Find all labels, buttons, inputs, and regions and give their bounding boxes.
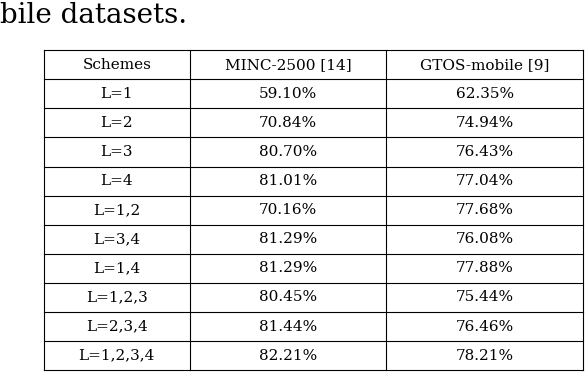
Text: L=4: L=4 <box>100 174 133 188</box>
Text: 77.88%: 77.88% <box>456 262 514 275</box>
Text: 78.21%: 78.21% <box>456 349 514 363</box>
Text: 76.08%: 76.08% <box>456 232 514 246</box>
Text: L=1,2,3,4: L=1,2,3,4 <box>79 349 155 363</box>
Text: 81.29%: 81.29% <box>259 262 317 275</box>
Text: 82.21%: 82.21% <box>259 349 317 363</box>
Text: GTOS-mobile [9]: GTOS-mobile [9] <box>420 58 550 72</box>
Text: 81.01%: 81.01% <box>259 174 317 188</box>
Text: 59.10%: 59.10% <box>259 87 317 101</box>
Text: MINC-2500 [14]: MINC-2500 [14] <box>224 58 352 72</box>
Text: 62.35%: 62.35% <box>456 87 514 101</box>
Text: 81.44%: 81.44% <box>259 320 317 334</box>
Text: L=3,4: L=3,4 <box>93 232 141 246</box>
Text: L=1,2,3: L=1,2,3 <box>86 291 148 304</box>
Text: L=1,4: L=1,4 <box>93 262 141 275</box>
Text: 75.44%: 75.44% <box>456 291 514 304</box>
Text: 70.16%: 70.16% <box>259 203 317 217</box>
Text: L=1,2: L=1,2 <box>93 203 141 217</box>
Text: 80.45%: 80.45% <box>259 291 317 304</box>
Text: bile datasets.: bile datasets. <box>0 2 187 29</box>
Text: L=1: L=1 <box>100 87 133 101</box>
Text: 77.68%: 77.68% <box>456 203 514 217</box>
Text: L=2,3,4: L=2,3,4 <box>86 320 148 334</box>
Text: 76.46%: 76.46% <box>455 320 514 334</box>
Text: 74.94%: 74.94% <box>455 116 514 130</box>
Text: 70.84%: 70.84% <box>259 116 317 130</box>
Text: 81.29%: 81.29% <box>259 232 317 246</box>
Text: 76.43%: 76.43% <box>456 145 514 159</box>
Text: L=2: L=2 <box>100 116 133 130</box>
Text: 77.04%: 77.04% <box>456 174 514 188</box>
Text: Schemes: Schemes <box>83 58 151 72</box>
Text: L=3: L=3 <box>101 145 133 159</box>
Text: 80.70%: 80.70% <box>259 145 317 159</box>
